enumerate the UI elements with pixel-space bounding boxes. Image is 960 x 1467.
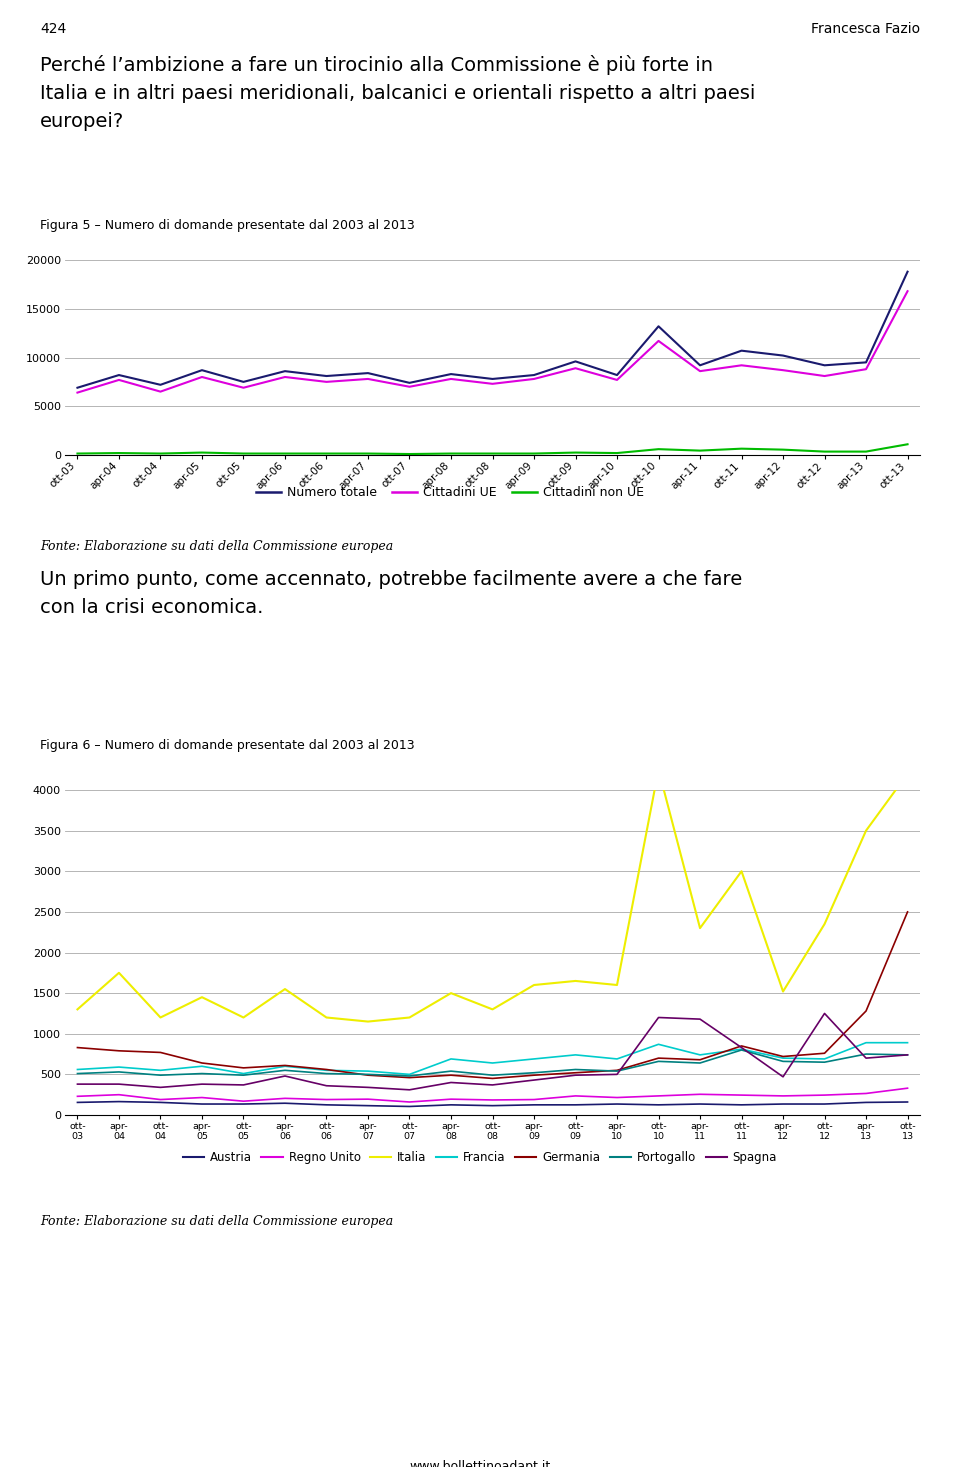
Text: www.bollettinoadapt.it: www.bollettinoadapt.it [409, 1460, 551, 1467]
Text: 424: 424 [40, 22, 66, 37]
Legend: Austria, Regno Unito, Italia, Francia, Germania, Portogallo, Spagna: Austria, Regno Unito, Italia, Francia, G… [179, 1146, 781, 1169]
Legend: Numero totale, Cittadini UE, Cittadini non UE: Numero totale, Cittadini UE, Cittadini n… [251, 481, 649, 505]
Text: Fonte: Elaborazione su dati della Commissione europea: Fonte: Elaborazione su dati della Commis… [40, 540, 394, 553]
Text: Fonte: Elaborazione su dati della Commissione europea: Fonte: Elaborazione su dati della Commis… [40, 1215, 394, 1228]
Text: Un primo punto, come accennato, potrebbe facilmente avere a che fare
con la cris: Un primo punto, come accennato, potrebbe… [40, 571, 742, 618]
Text: Figura 6 – Numero di domande presentate dal 2003 al 2013: Figura 6 – Numero di domande presentate … [40, 738, 415, 751]
Text: Figura 5 – Numero di domande presentate dal 2003 al 2013: Figura 5 – Numero di domande presentate … [40, 219, 415, 232]
Text: Francesca Fazio: Francesca Fazio [811, 22, 920, 37]
Text: Perché l’ambizione a fare un tirocinio alla Commissione è più forte in
Italia e : Perché l’ambizione a fare un tirocinio a… [40, 54, 756, 131]
